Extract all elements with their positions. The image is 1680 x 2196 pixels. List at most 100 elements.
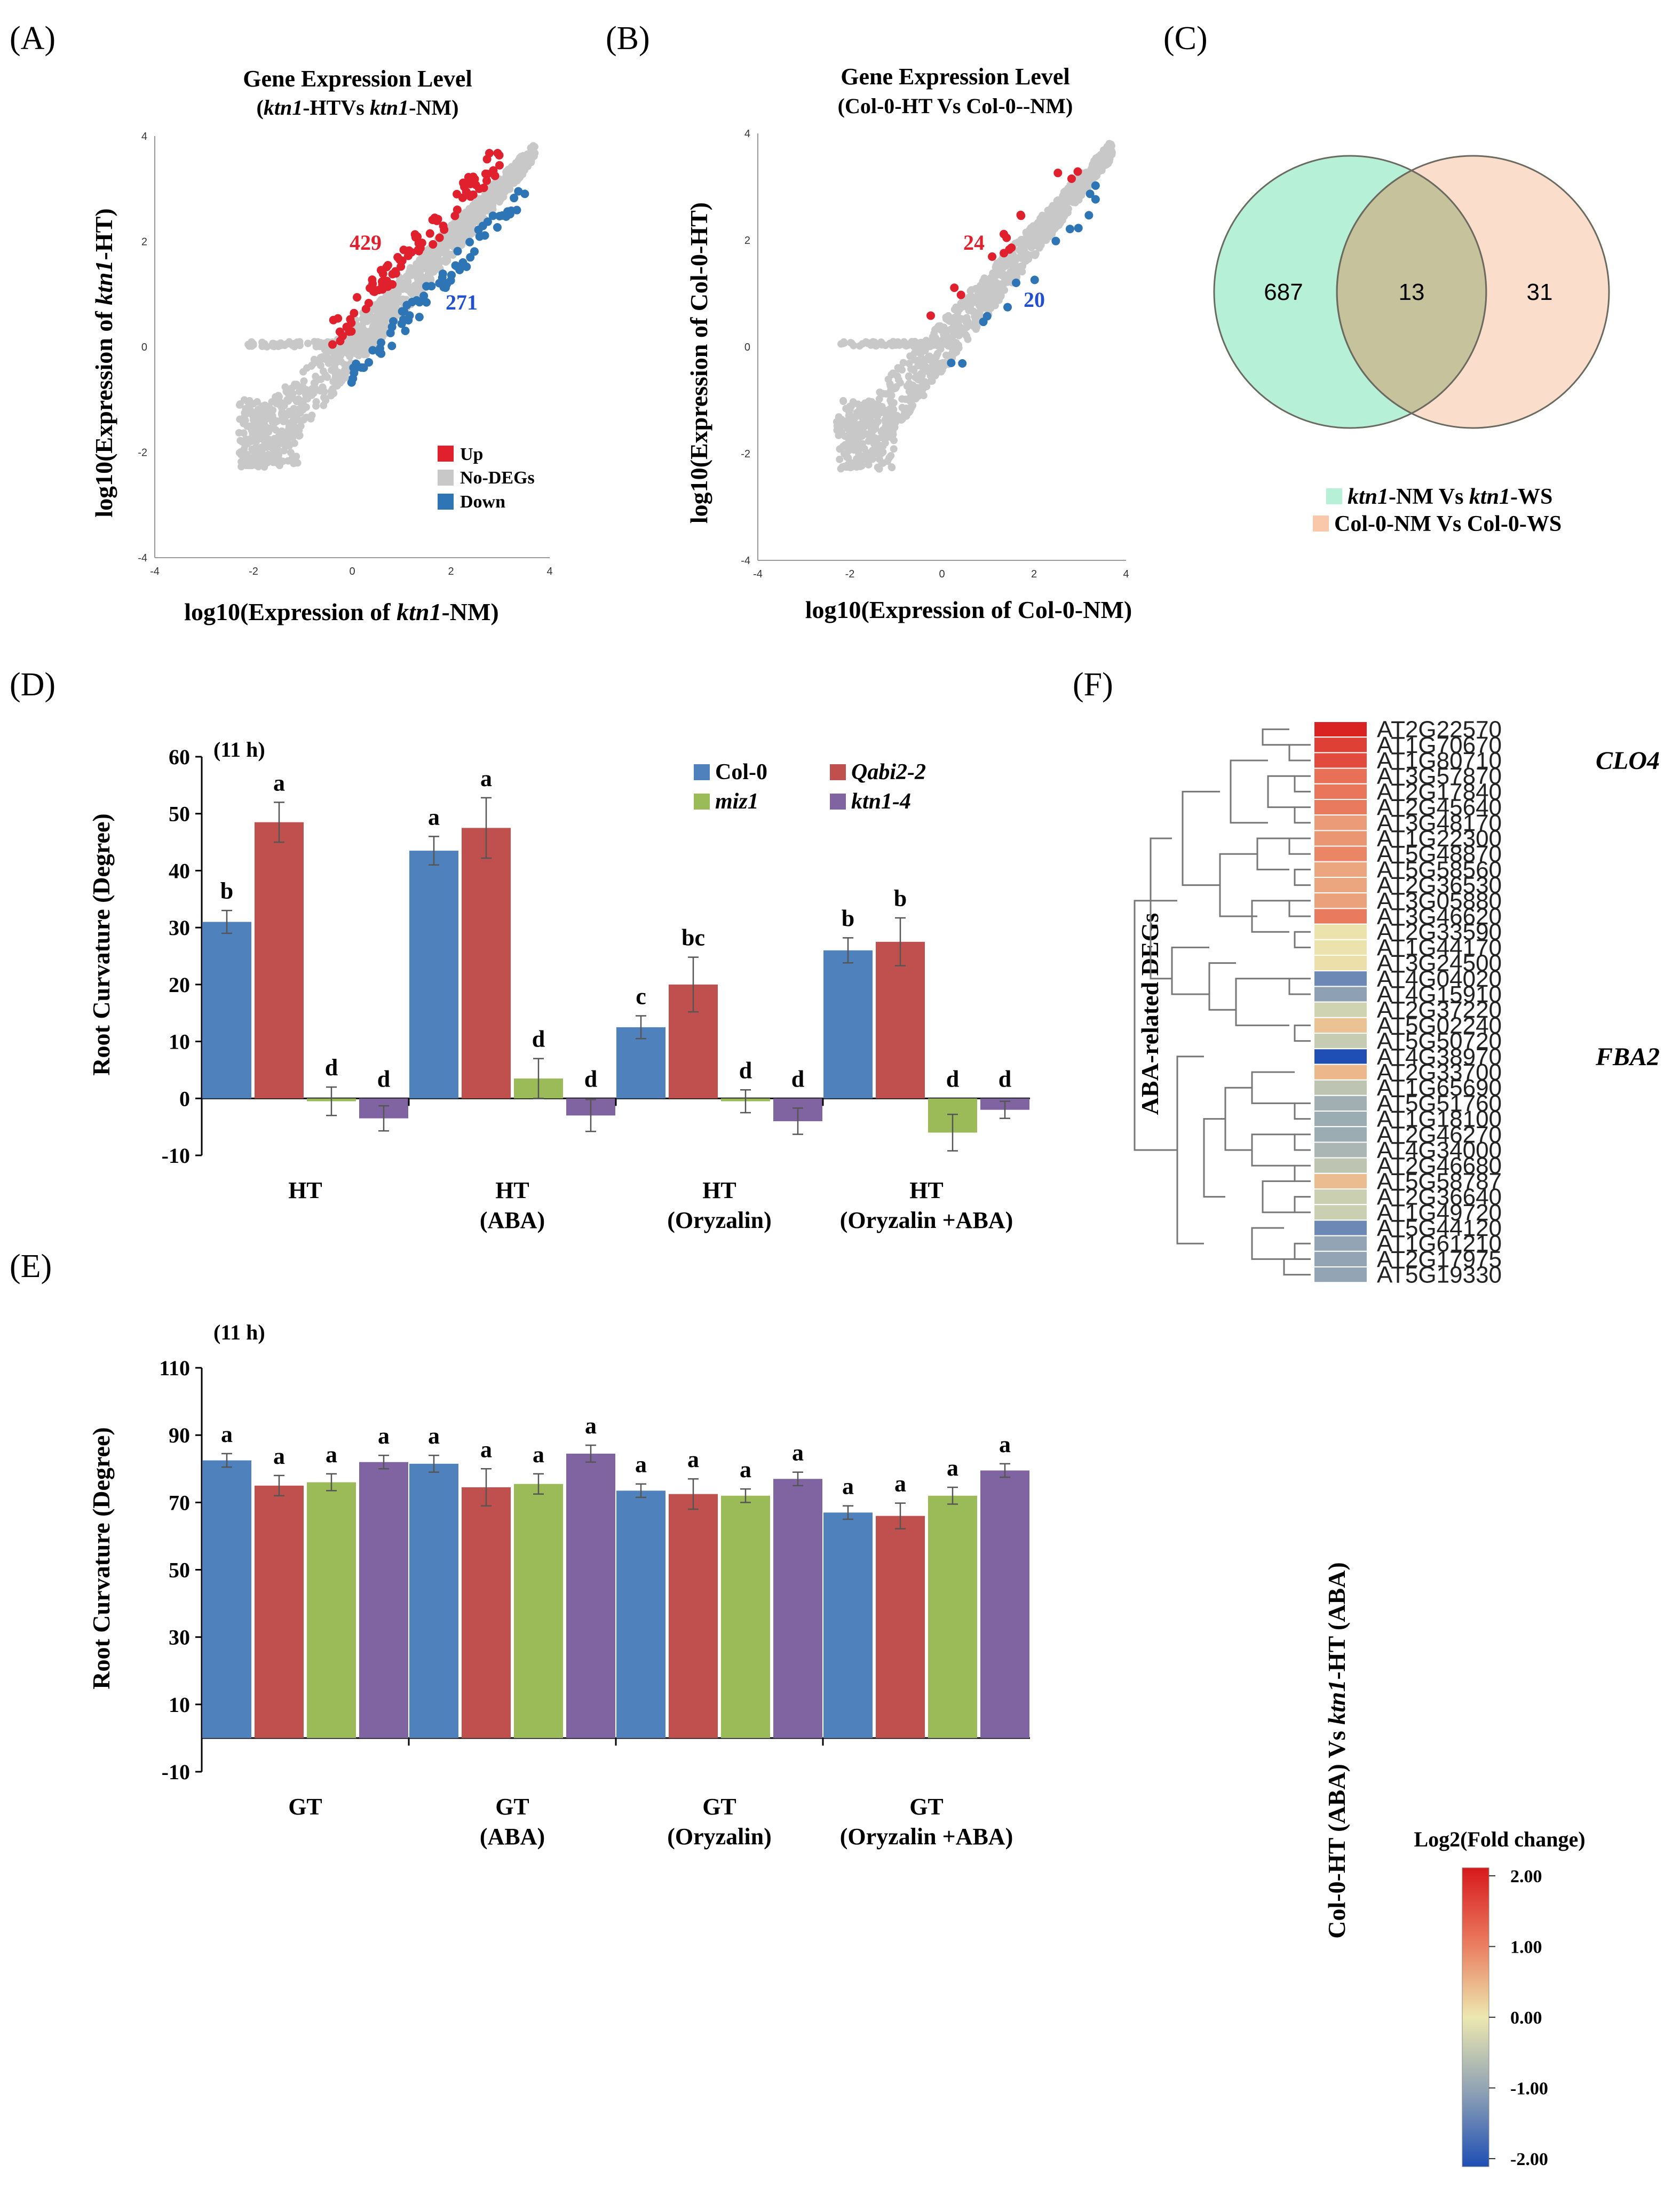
- down-point: [458, 258, 467, 267]
- nodeg-point: [438, 257, 446, 265]
- significance-letter: a: [428, 1423, 440, 1449]
- nodeg-point: [890, 437, 898, 445]
- up-point: [364, 299, 373, 308]
- bar-ktn1-4: [980, 1470, 1029, 1738]
- nodeg-point: [518, 158, 526, 167]
- nodeg-point: [272, 417, 280, 425]
- legend-ktn-swatch: [830, 794, 846, 810]
- up-point: [1000, 249, 1009, 258]
- nodeg-point: [920, 367, 928, 375]
- category-label: (Oryzalin): [667, 1824, 772, 1850]
- down-point: [377, 338, 386, 347]
- nodeg-point: [928, 358, 936, 366]
- panel-d-ylabel: Root Curvature (Degree): [88, 813, 115, 1075]
- x-tick-label: 4: [1123, 568, 1129, 580]
- nodeg-point: [886, 397, 894, 405]
- legend-nodeg-label: No-DEGs: [460, 468, 535, 488]
- gene-label: AT2G36530: [1377, 873, 1502, 899]
- heatmap-cell: [1313, 783, 1368, 800]
- nodeg-point: [270, 438, 278, 446]
- nodeg-point: [950, 306, 958, 314]
- dendrogram-branch: [1294, 868, 1311, 886]
- dendrogram-branch: [1294, 931, 1311, 948]
- nodeg-point: [870, 446, 878, 454]
- bar-chart-d: 60 50 40 30 20 10 0 -10 b a d d HT a a d d HT (ABA) c bc d d HT…: [162, 745, 1030, 1233]
- down-point: [488, 211, 497, 220]
- nodeg-point: [530, 143, 538, 151]
- nodeg-point: [976, 302, 984, 310]
- nodeg-point: [343, 367, 351, 375]
- nodeg-point: [1027, 239, 1035, 247]
- dendrogram-branch: [1294, 806, 1311, 824]
- dendrogram-branch: [1208, 962, 1236, 1011]
- legend-up-swatch: [438, 446, 454, 462]
- panel-e-time: (11 h): [213, 1320, 265, 1344]
- down-point: [514, 187, 523, 196]
- gene-label: AT2G33590: [1377, 919, 1502, 945]
- nodeg-point: [489, 202, 497, 210]
- nodeg-point: [459, 225, 467, 233]
- heatmap-cell: [1313, 1157, 1368, 1174]
- significance-letter: bc: [681, 925, 705, 951]
- significance-letter: a: [533, 1441, 544, 1468]
- panel-a-subtitle: (ktn1-HTVs ktn1-NM): [257, 96, 459, 120]
- nodeg-point: [964, 320, 972, 328]
- gene-label: AT1G65690: [1377, 1075, 1502, 1101]
- significance-letter: d: [946, 1066, 959, 1092]
- nodeg-point: [942, 351, 950, 359]
- nodeg-point: [926, 338, 934, 346]
- dendrogram-branch: [1251, 1071, 1295, 1104]
- nodeg-point: [912, 374, 920, 382]
- gene-label: AT5G50720: [1377, 1028, 1502, 1055]
- nodeg-point: [273, 396, 281, 404]
- nodeg-point: [1010, 265, 1018, 273]
- colorbar-tick-label: 2.00: [1510, 1867, 1542, 1886]
- x-tick-label: -4: [150, 566, 160, 577]
- x-tick-label: -2: [249, 566, 258, 577]
- category-label: (ABA): [480, 1824, 545, 1850]
- down-point: [455, 265, 464, 274]
- panel-f: (F) ABA-related DEGs AT2G22570AT1G70670A…: [1073, 667, 1660, 2169]
- nodeg-point: [905, 372, 913, 380]
- nodeg-point: [963, 314, 971, 322]
- colorbar: [1462, 1867, 1489, 2167]
- down-points: [947, 181, 1100, 368]
- up-point: [1073, 167, 1082, 176]
- nodeg-point: [443, 251, 451, 259]
- up-point: [450, 211, 459, 220]
- significance-letter: a: [273, 770, 285, 796]
- nodeg-point: [844, 461, 852, 469]
- nodeg-point: [304, 339, 312, 347]
- up-point: [338, 331, 347, 340]
- gene-label: AT5G02240: [1377, 1012, 1502, 1038]
- gene-label: AT4G38970: [1377, 1044, 1502, 1070]
- nodeg-point: [837, 465, 845, 473]
- nodeg-point: [355, 352, 363, 360]
- panel-b-up-count: 24: [963, 231, 985, 255]
- nodeg-point: [972, 284, 980, 292]
- panel-d-time: (11 h): [213, 738, 265, 762]
- heatmap-dendrogram: [1134, 728, 1311, 1276]
- nodeg-point: [878, 339, 886, 347]
- scatter-plot-a: -4 -2 0 2 4 4 2 0 -2 -4: [138, 131, 552, 577]
- nodeg-point: [1020, 238, 1028, 246]
- nodeg-point: [235, 449, 243, 457]
- legend-qabi-label: Qabi2-2: [851, 760, 926, 784]
- bar-Col-0: [409, 851, 458, 1099]
- gene-label: AT2G45640: [1377, 795, 1502, 821]
- bar-Qabi2-2: [255, 822, 304, 1099]
- down-point: [347, 378, 356, 387]
- dendrogram-branch: [1251, 1227, 1284, 1260]
- up-point: [416, 243, 425, 252]
- nodeg-point: [489, 187, 497, 195]
- heatmap-cell: [1313, 1017, 1368, 1034]
- bar-Qabi2-2: [669, 1494, 718, 1738]
- panel-d: (D) (11 h) Root Curvature (Degree) 60 50 4…: [10, 667, 1030, 1233]
- panel-label-c: (C): [1163, 20, 1208, 57]
- nodeg-point: [469, 201, 477, 209]
- dendrogram-branch: [1176, 1056, 1204, 1244]
- nodeg-point: [946, 326, 954, 334]
- nodeg-point: [399, 295, 407, 303]
- venn-right-count: 31: [1527, 279, 1553, 305]
- nodeg-point: [1091, 172, 1099, 180]
